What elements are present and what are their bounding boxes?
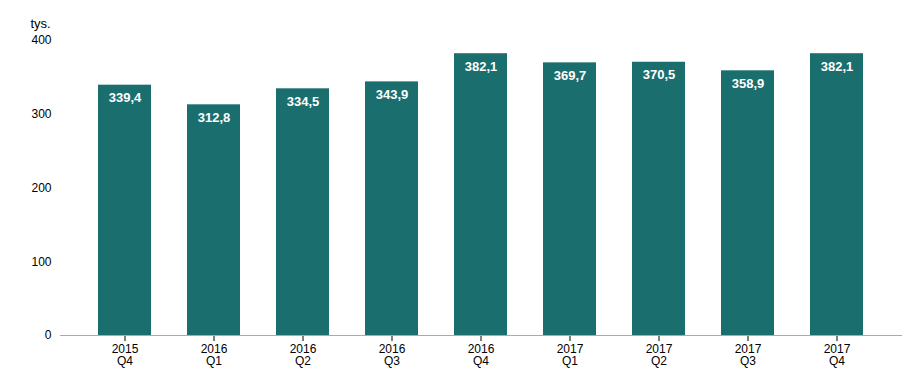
- svg-text:369,7: 369,7: [554, 68, 587, 83]
- svg-text:343,9: 343,9: [376, 87, 409, 102]
- svg-text:370,5: 370,5: [643, 67, 676, 82]
- svg-text:2017Q4: 2017Q4: [824, 342, 851, 368]
- svg-text:300: 300: [31, 107, 51, 121]
- svg-text:2017Q2: 2017Q2: [646, 342, 673, 368]
- svg-text:2016Q3: 2016Q3: [379, 342, 406, 368]
- svg-text:339,4: 339,4: [109, 90, 142, 105]
- svg-text:200: 200: [31, 181, 51, 195]
- svg-text:2017Q1: 2017Q1: [557, 342, 584, 368]
- svg-text:2016Q2: 2016Q2: [290, 342, 317, 368]
- svg-text:tys.: tys.: [31, 16, 51, 31]
- svg-text:358,9: 358,9: [732, 76, 765, 91]
- svg-text:334,5: 334,5: [287, 94, 320, 109]
- svg-text:100: 100: [31, 255, 51, 269]
- svg-text:2017Q3: 2017Q3: [735, 342, 762, 368]
- svg-text:2016Q4: 2016Q4: [468, 342, 495, 368]
- svg-text:2015Q4: 2015Q4: [112, 342, 139, 368]
- svg-text:0: 0: [45, 328, 52, 342]
- svg-text:382,1: 382,1: [821, 59, 854, 74]
- svg-text:400: 400: [31, 33, 51, 47]
- svg-text:2016Q1: 2016Q1: [201, 342, 228, 368]
- svg-text:382,1: 382,1: [465, 59, 498, 74]
- svg-text:312,8: 312,8: [198, 110, 231, 125]
